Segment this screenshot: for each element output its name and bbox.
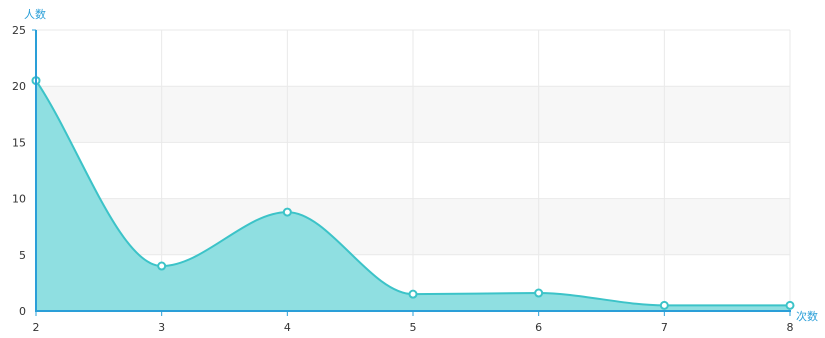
x-tick-label: 3 xyxy=(158,321,165,334)
tick-labels: 0 5 10 15 20 25 2 3 4 5 6 7 8 xyxy=(12,24,794,334)
data-point[interactable] xyxy=(282,207,292,217)
data-point[interactable] xyxy=(408,289,418,299)
y-tick-label: 15 xyxy=(12,136,26,149)
x-tick-label: 5 xyxy=(410,321,417,334)
data-point[interactable] xyxy=(534,288,544,298)
x-tick-label: 4 xyxy=(284,321,291,334)
axes xyxy=(32,29,791,316)
data-point[interactable] xyxy=(785,300,795,310)
x-tick-label: 8 xyxy=(787,321,794,334)
data-point[interactable] xyxy=(659,300,669,310)
area-fill xyxy=(36,80,790,311)
y-tick-label: 5 xyxy=(19,249,26,262)
x-tick-label: 6 xyxy=(535,321,542,334)
y-axis-title: 人数 xyxy=(24,8,46,21)
x-axis-title: 次数 xyxy=(796,309,818,323)
x-tick-label: 2 xyxy=(33,321,40,334)
y-tick-label: 0 xyxy=(19,305,26,318)
y-tick-label: 25 xyxy=(12,24,26,37)
x-tick-label: 7 xyxy=(661,321,668,334)
y-tick-label: 10 xyxy=(12,193,26,206)
data-point[interactable] xyxy=(157,261,167,271)
y-tick-label: 20 xyxy=(12,80,26,93)
